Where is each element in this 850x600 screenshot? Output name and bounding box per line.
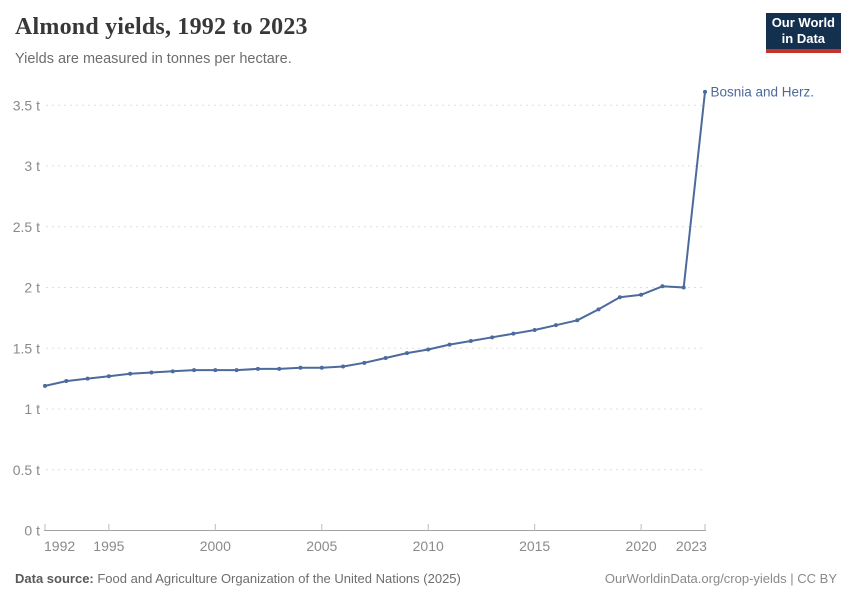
owid-logo[interactable]: Our World in Data — [765, 13, 841, 53]
data-point — [277, 366, 282, 371]
y-tick-label: 1 t — [24, 401, 40, 417]
data-point — [596, 307, 601, 312]
data-point — [213, 368, 218, 373]
y-tick-label: 2.5 t — [13, 219, 40, 235]
data-point — [106, 374, 111, 379]
chart-subtitle: Yields are measured in tonnes per hectar… — [15, 51, 292, 67]
yield-line-chart: 0 t 0.5 t 1 t 1.5 t 2 t 2.5 t 3 t 3.5 t 1992 1995… — [13, 84, 814, 554]
data-point — [639, 292, 644, 297]
x-tick-label: 2005 — [306, 538, 337, 554]
data-point — [64, 379, 69, 384]
y-tick-label: 2 t — [24, 280, 40, 296]
data-point — [43, 383, 47, 388]
data-point — [426, 347, 431, 352]
data-point — [490, 335, 495, 340]
data-point — [511, 331, 516, 336]
data-point — [383, 355, 388, 360]
data-point — [85, 376, 90, 381]
data-point — [192, 368, 197, 373]
data-point — [681, 285, 686, 290]
chart-canvas: 0 t 0.5 t 1 t 1.5 t 2 t 2.5 t 3 t 3.5 t 1992 1995… — [13, 84, 814, 554]
data-point — [128, 371, 133, 376]
data-point — [617, 295, 622, 300]
data-point — [575, 318, 580, 323]
x-tick-label: 2000 — [200, 538, 231, 554]
data-point — [702, 89, 707, 94]
data-point — [255, 366, 260, 371]
data-point — [170, 369, 175, 374]
y-gridlines — [46, 104, 705, 471]
page-title: Almond yields, 1992 to 2023 — [15, 14, 308, 40]
series-line — [44, 90, 706, 387]
series-bosnia-and-herz-: Bosnia and Herz. — [43, 84, 814, 388]
x-tick-label: 1992 — [44, 538, 75, 554]
data-source-note: Data source: Food and Agriculture Organi… — [15, 571, 461, 586]
owid-logo-line2: in Data — [781, 31, 826, 46]
data-point — [468, 338, 473, 343]
y-tick-label: 0.5 t — [13, 462, 40, 478]
attribution-note: OurWorldinData.org/crop-yields | CC BY — [604, 571, 837, 586]
x-axis: 1992 1995 2000 2005 2010 2015 2020 2023 — [44, 524, 707, 554]
y-tick-label: 0 t — [24, 523, 40, 539]
owid-logo-line1: Our World — [771, 15, 835, 30]
data-point — [447, 342, 452, 347]
data-point — [234, 368, 239, 373]
data-point — [660, 284, 665, 289]
x-tick-label: 2010 — [413, 538, 444, 554]
data-point — [404, 351, 409, 356]
data-point — [298, 365, 303, 370]
data-point — [553, 323, 558, 328]
series-end-label: Bosnia and Herz. — [710, 84, 814, 99]
y-tick-label: 3 t — [24, 158, 40, 174]
x-tick-label: 2023 — [676, 538, 707, 554]
data-point — [319, 365, 324, 370]
x-tick-label: 2020 — [626, 538, 657, 554]
chart-footer: Data source: Food and Agriculture Organi… — [15, 571, 837, 586]
x-tick-label: 1995 — [93, 538, 124, 554]
data-point — [341, 364, 346, 369]
y-tick-label: 3.5 t — [13, 97, 40, 113]
data-point — [149, 370, 154, 375]
y-tick-label: 1.5 t — [13, 340, 40, 356]
data-point — [532, 328, 537, 333]
data-source-label: Data source: — [15, 571, 94, 586]
data-point — [362, 360, 367, 365]
x-tick-label: 2015 — [519, 538, 550, 554]
data-source-text: Food and Agriculture Organization of the… — [93, 571, 461, 586]
y-axis-labels: 0 t 0.5 t 1 t 1.5 t 2 t 2.5 t 3 t 3.5 t — [13, 97, 40, 538]
